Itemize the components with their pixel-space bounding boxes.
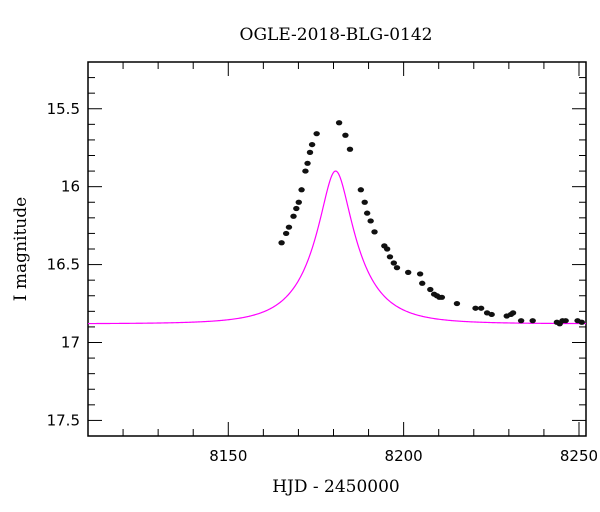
data-point (285, 224, 293, 230)
data-point (367, 218, 374, 224)
y-tick-label: 16 (61, 178, 80, 196)
data-point (357, 187, 365, 193)
x-tick-label: 8250 (560, 447, 598, 465)
data-point (477, 305, 485, 311)
tick-labels-group: 8150 8200 8250 15.5 16 16.5 17 17.5 (47, 100, 598, 465)
data-point (562, 318, 569, 324)
data-point (438, 294, 446, 300)
data-point (298, 187, 305, 193)
data-point (278, 240, 285, 246)
chart-title: OGLE-2018-BLG-0142 (240, 25, 433, 45)
data-point (304, 160, 311, 166)
model-curve (87, 170, 586, 325)
data-point (393, 265, 401, 271)
data-point (578, 319, 585, 325)
data-point (342, 132, 349, 138)
data-point (419, 280, 426, 286)
data-point (313, 131, 320, 137)
x-axis-label: HJD - 2450000 (272, 477, 400, 497)
data-points-group (278, 120, 585, 327)
data-point (361, 199, 368, 205)
data-point (282, 230, 290, 237)
y-axis-label: I magnitude (11, 197, 31, 301)
data-point (386, 254, 394, 260)
y-tick-label: 15.5 (47, 100, 80, 118)
x-tick-label: 8200 (385, 447, 423, 465)
data-point (346, 146, 354, 152)
axis-ticks (87, 61, 586, 437)
model-curve-group (87, 170, 586, 325)
data-point (371, 229, 378, 235)
data-point (383, 246, 391, 252)
data-point (290, 213, 297, 219)
data-point (529, 318, 536, 324)
data-point (427, 286, 434, 293)
data-point (295, 199, 302, 205)
data-point (517, 318, 525, 324)
data-point (416, 271, 424, 277)
data-point (472, 305, 479, 311)
data-point (390, 260, 398, 266)
data-point (335, 120, 343, 126)
data-point (306, 149, 314, 155)
data-point (308, 141, 316, 148)
x-tick-label: 8150 (209, 447, 247, 465)
data-point (404, 269, 412, 275)
data-point (363, 210, 371, 216)
data-point (488, 311, 495, 318)
data-point (302, 168, 309, 174)
data-point (453, 300, 461, 307)
y-tick-label: 17.5 (47, 411, 80, 429)
data-point (293, 205, 300, 212)
y-tick-label: 16.5 (47, 256, 80, 274)
data-point (509, 310, 517, 316)
plot-frame (87, 61, 587, 437)
y-tick-label: 17 (61, 334, 80, 352)
